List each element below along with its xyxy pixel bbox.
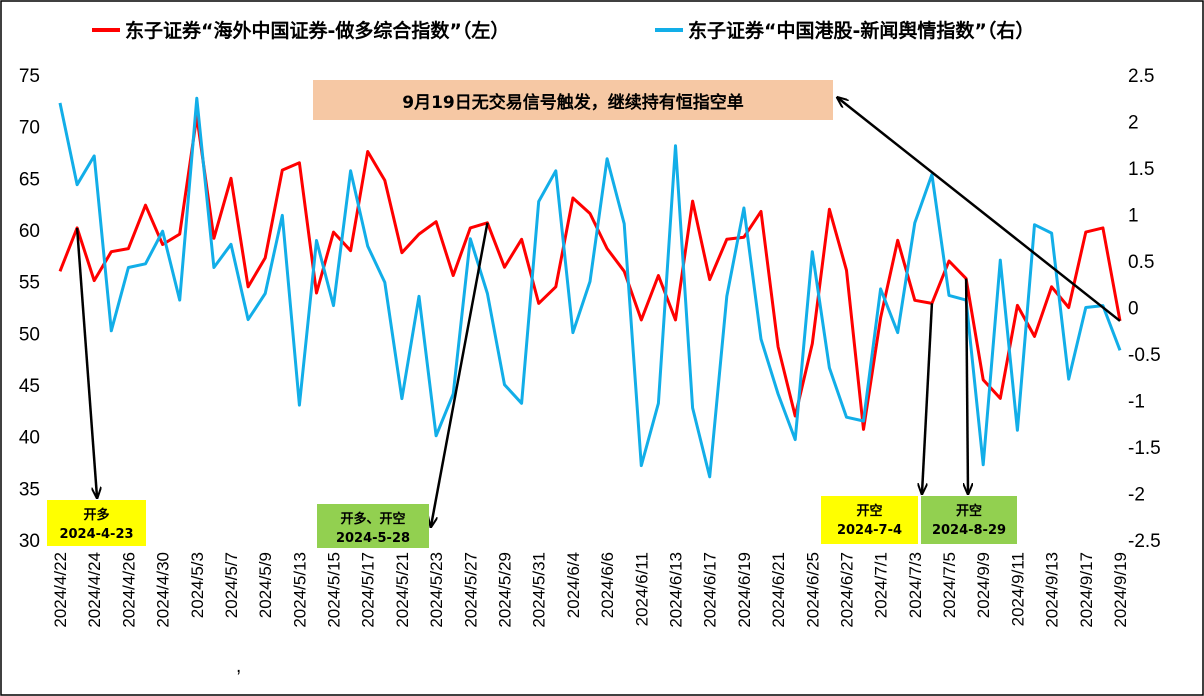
x-tick-label: 2024/7/1 xyxy=(872,552,891,618)
right-y-tick-label: 1.5 xyxy=(1128,159,1154,180)
banner-text: 9月19日无交易信号触发，继续持有恒指空单 xyxy=(402,92,744,113)
x-tick-label: 2024/5/15 xyxy=(325,552,344,628)
stray-mark: , xyxy=(236,656,241,677)
x-tick-label: 2024/7/5 xyxy=(940,552,959,618)
x-tick-label: 2024/5/7 xyxy=(222,552,241,618)
x-tick-label: 2024/6/27 xyxy=(837,552,856,628)
x-tick-label: 2024/4/30 xyxy=(154,552,173,628)
x-tick-label: 2024/6/11 xyxy=(632,552,651,626)
left-y-tick-label: 60 xyxy=(19,221,40,242)
legend-label-red: 东子证券“海外中国证券-做多综合指数”（左） xyxy=(125,19,509,42)
right-y-tick-label: 2 xyxy=(1128,113,1139,134)
signal-arrow xyxy=(922,303,932,493)
series-layer xyxy=(60,98,1120,477)
x-tick-label: 2024/6/6 xyxy=(598,552,617,618)
left-y-tick-label: 50 xyxy=(19,324,40,345)
x-tick-label: 2024/5/3 xyxy=(188,552,207,618)
signal-arrow xyxy=(77,228,97,497)
x-tick-label: 2024/4/24 xyxy=(85,552,104,628)
legend: 东子证券“海外中国证券-做多综合指数”（左） 东子证券“中国港股-新闻舆情指数”… xyxy=(92,19,1034,42)
x-tick-label: 2024/6/19 xyxy=(735,552,754,628)
signal-label: 开空 xyxy=(856,503,882,519)
x-tick-label: 2024/9/19 xyxy=(1111,552,1130,628)
left-y-tick-label: 35 xyxy=(19,479,40,500)
right-y-tick-label: 2.5 xyxy=(1128,66,1154,87)
left-y-tick-label: 75 xyxy=(19,66,40,87)
x-tick-label: 2024/9/11 xyxy=(1008,552,1027,626)
x-tick-label: 2024/5/27 xyxy=(461,552,480,628)
x-tick-label: 2024/6/4 xyxy=(564,552,583,618)
right-y-axis: -2.5 -2 -1.5 -1 -0.5 0 0.5 1 1.5 2 2.5 xyxy=(1128,66,1161,552)
x-tick-label: 2024/5/21 xyxy=(393,552,412,628)
x-tick-label: 2024/5/31 xyxy=(530,552,549,628)
series-line-sentiment-index xyxy=(60,98,1120,477)
x-tick-label: 2024/5/23 xyxy=(427,552,446,628)
legend-label-blue: 东子证券“中国港股-新闻舆情指数”（右） xyxy=(688,19,1034,42)
right-y-tick-label: 0 xyxy=(1128,299,1139,320)
left-y-tick-label: 65 xyxy=(19,169,40,190)
right-y-tick-label: -2.5 xyxy=(1128,531,1161,552)
signal-label: 开多、开空 xyxy=(340,511,405,527)
signal-date: 2024-5-28 xyxy=(336,531,410,546)
x-tick-label: 2024/6/21 xyxy=(769,552,788,628)
x-tick-label: 2024/4/22 xyxy=(51,552,70,628)
right-y-tick-label: -1 xyxy=(1128,392,1145,413)
x-tick-label: 2024/6/13 xyxy=(666,552,685,628)
x-tick-label: 2024/5/17 xyxy=(359,552,378,628)
signal-date: 2024-7-4 xyxy=(837,523,902,538)
x-tick-label: 2024/9/9 xyxy=(974,552,993,618)
signal-label: 开多 xyxy=(83,507,109,523)
x-tick-label: 2024/5/13 xyxy=(290,552,309,628)
signal-date: 2024-4-23 xyxy=(59,527,133,542)
x-tick-label: 2024/7/3 xyxy=(906,552,925,618)
signal-label: 开空 xyxy=(956,503,982,519)
right-y-tick-label: 0.5 xyxy=(1128,252,1154,273)
right-y-tick-label: 1 xyxy=(1128,206,1139,227)
left-y-tick-label: 45 xyxy=(19,376,40,397)
x-tick-label: 2024/9/13 xyxy=(1043,552,1062,628)
right-y-tick-label: -0.5 xyxy=(1128,345,1161,366)
left-y-axis: 30 35 40 45 50 55 60 65 70 75 xyxy=(19,66,40,552)
x-axis: 2024/4/22 2024/4/24 2024/4/26 2024/4/30 2024… xyxy=(51,552,1130,628)
x-tick-label: 2024/5/9 xyxy=(256,552,275,618)
right-y-tick-label: -2 xyxy=(1128,485,1145,506)
signal-date: 2024-8-29 xyxy=(932,523,1006,538)
right-y-tick-label: -1.5 xyxy=(1128,438,1161,459)
left-y-tick-label: 30 xyxy=(19,531,40,552)
left-y-tick-label: 55 xyxy=(19,273,40,294)
x-tick-label: 2024/6/17 xyxy=(701,552,720,628)
left-y-tick-label: 40 xyxy=(19,428,40,449)
signal-arrow xyxy=(431,223,487,526)
left-y-tick-label: 70 xyxy=(19,118,40,139)
x-tick-label: 2024/9/17 xyxy=(1077,552,1096,628)
x-tick-label: 2024/6/25 xyxy=(803,552,822,628)
x-tick-label: 2024/4/26 xyxy=(119,552,138,628)
x-tick-label: 2024/5/29 xyxy=(496,552,515,628)
line-chart: 东子证券“海外中国证券-做多综合指数”（左） 东子证券“中国港股-新闻舆情指数”… xyxy=(0,0,1204,696)
